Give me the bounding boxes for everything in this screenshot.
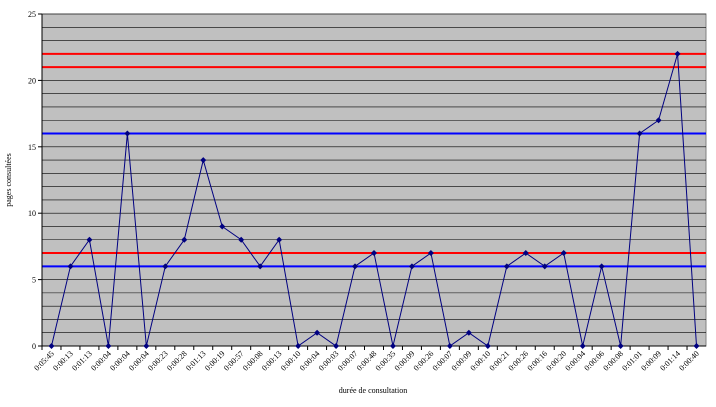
data-point (655, 117, 662, 124)
data-point (522, 250, 529, 257)
data-point (124, 130, 131, 137)
y-tick-label: 20 (28, 76, 36, 85)
x-tick-label: 0:00:08 (601, 349, 625, 373)
data-point (541, 263, 548, 270)
x-tick-label: 0:00:08 (241, 349, 265, 373)
x-tick-label: 0:00:28 (165, 349, 189, 373)
data-point (143, 343, 150, 349)
data-point (257, 263, 264, 270)
plot-area (41, 13, 707, 347)
data-point (617, 343, 624, 349)
y-tick-label: 5 (32, 276, 36, 285)
x-tick-label: 0:01:14 (658, 349, 682, 373)
x-tick-label: 0:00:03 (317, 349, 341, 373)
x-tick-label: 0:01:01 (620, 349, 644, 373)
y-axis-title: pages consultées (4, 153, 13, 207)
data-point (427, 250, 434, 257)
data-point (238, 236, 245, 243)
x-tick-label: 0:00:10 (279, 349, 303, 373)
data-point (636, 130, 643, 137)
data-point (314, 329, 321, 336)
x-tick-label: 0:00:57 (222, 349, 246, 373)
x-tick-label: 0:05:45 (32, 349, 56, 373)
data-point (162, 263, 169, 270)
x-tick-label: 0:00:40 (677, 349, 701, 373)
y-tick-label: 0 (32, 342, 36, 351)
data-point (276, 236, 283, 243)
x-tick-label: 0:01:13 (70, 349, 94, 373)
data-point (295, 343, 302, 349)
x-tick-label: 0:00:04 (127, 349, 151, 373)
data-point (465, 329, 472, 336)
x-tick-label: 0:00:07 (431, 349, 455, 373)
data-point (352, 263, 359, 270)
data-point (219, 223, 226, 230)
x-tick-label: 0:00:26 (412, 349, 436, 373)
x-tick-label: 0:00:09 (393, 349, 417, 373)
x-tick-label: 0:00:13 (260, 349, 284, 373)
x-tick-label: 0:00:10 (469, 349, 493, 373)
data-point (200, 157, 207, 164)
y-tick-label: 15 (28, 143, 36, 152)
x-tick-label: 0:00:20 (544, 349, 568, 373)
x-tick-label: 0:00:07 (336, 349, 360, 373)
x-tick-label: 0:00:04 (108, 349, 132, 373)
x-tick-label: 0:00:26 (507, 349, 531, 373)
x-tick-label: 0:00:04 (563, 349, 587, 373)
data-point (371, 250, 377, 257)
data-point (446, 343, 453, 349)
data-point (67, 263, 74, 270)
y-tick-label: 25 (28, 10, 36, 19)
x-tick-label: 0:00:09 (639, 349, 663, 373)
data-point (105, 343, 112, 349)
data-point (560, 250, 567, 257)
data-point (333, 343, 340, 349)
x-tick-label: 0:00:19 (203, 349, 227, 373)
x-tick-label: 0:00:06 (582, 349, 606, 373)
x-tick-label: 0:00:48 (355, 349, 379, 373)
x-tick-label: 0:00:16 (526, 349, 550, 373)
y-tick-label: 10 (28, 209, 36, 218)
x-tick-label: 0:00:21 (488, 349, 512, 373)
data-point (48, 343, 55, 349)
x-tick-label: 0:00:35 (374, 349, 398, 373)
x-tick-label: 0:01:13 (184, 349, 208, 373)
data-point (693, 343, 700, 349)
data-point (579, 343, 586, 349)
x-tick-label: 0:00:04 (298, 349, 322, 373)
data-point (503, 263, 510, 270)
x-tick-label: 0:00:09 (450, 349, 474, 373)
data-point (181, 236, 188, 243)
data-point (389, 343, 396, 349)
data-point (484, 343, 491, 349)
data-point (598, 263, 605, 270)
data-point (86, 236, 93, 243)
x-tick-label: 0:00:04 (89, 349, 113, 373)
data-point (674, 50, 681, 57)
x-tick-label: 0:00:13 (51, 349, 75, 373)
x-axis-title: durée de consultation (339, 386, 407, 395)
x-tick-label: 0:00:23 (146, 349, 170, 373)
data-point (408, 263, 415, 270)
